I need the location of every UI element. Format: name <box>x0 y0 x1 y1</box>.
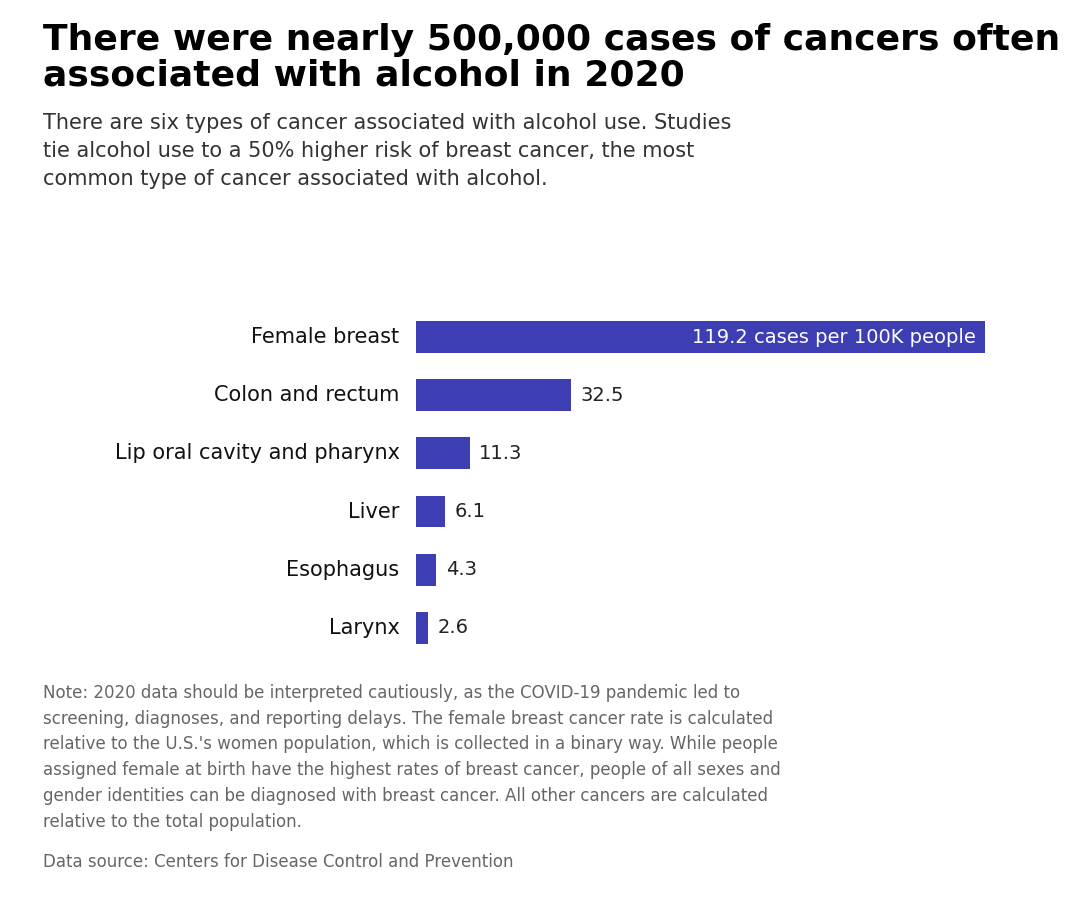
Text: 119.2 cases per 100K people: 119.2 cases per 100K people <box>692 328 975 347</box>
Text: Female breast: Female breast <box>252 327 400 347</box>
Text: 6.1: 6.1 <box>455 502 486 521</box>
Text: There are six types of cancer associated with alcohol use. Studies
tie alcohol u: There are six types of cancer associated… <box>43 113 731 189</box>
Bar <box>416 496 445 527</box>
Text: Larynx: Larynx <box>328 618 400 638</box>
Text: Liver: Liver <box>348 502 400 522</box>
Text: 11.3: 11.3 <box>480 444 523 463</box>
Bar <box>416 321 985 353</box>
Bar <box>416 438 470 469</box>
Text: Data source: Centers for Disease Control and Prevention: Data source: Centers for Disease Control… <box>43 853 514 872</box>
Bar <box>416 380 571 411</box>
Text: 4.3: 4.3 <box>446 560 477 579</box>
Text: Esophagus: Esophagus <box>286 560 400 580</box>
Bar <box>416 612 428 644</box>
Text: Lip oral cavity and pharynx: Lip oral cavity and pharynx <box>114 443 400 463</box>
Text: There were nearly 500,000 cases of cancers often: There were nearly 500,000 cases of cance… <box>43 23 1061 57</box>
Text: Note: 2020 data should be interpreted cautiously, as the COVID-19 pandemic led t: Note: 2020 data should be interpreted ca… <box>43 684 781 831</box>
Bar <box>416 554 436 585</box>
Text: associated with alcohol in 2020: associated with alcohol in 2020 <box>43 59 685 93</box>
Text: 2.6: 2.6 <box>437 618 469 637</box>
Text: 32.5: 32.5 <box>581 386 624 405</box>
Text: Colon and rectum: Colon and rectum <box>214 385 400 405</box>
